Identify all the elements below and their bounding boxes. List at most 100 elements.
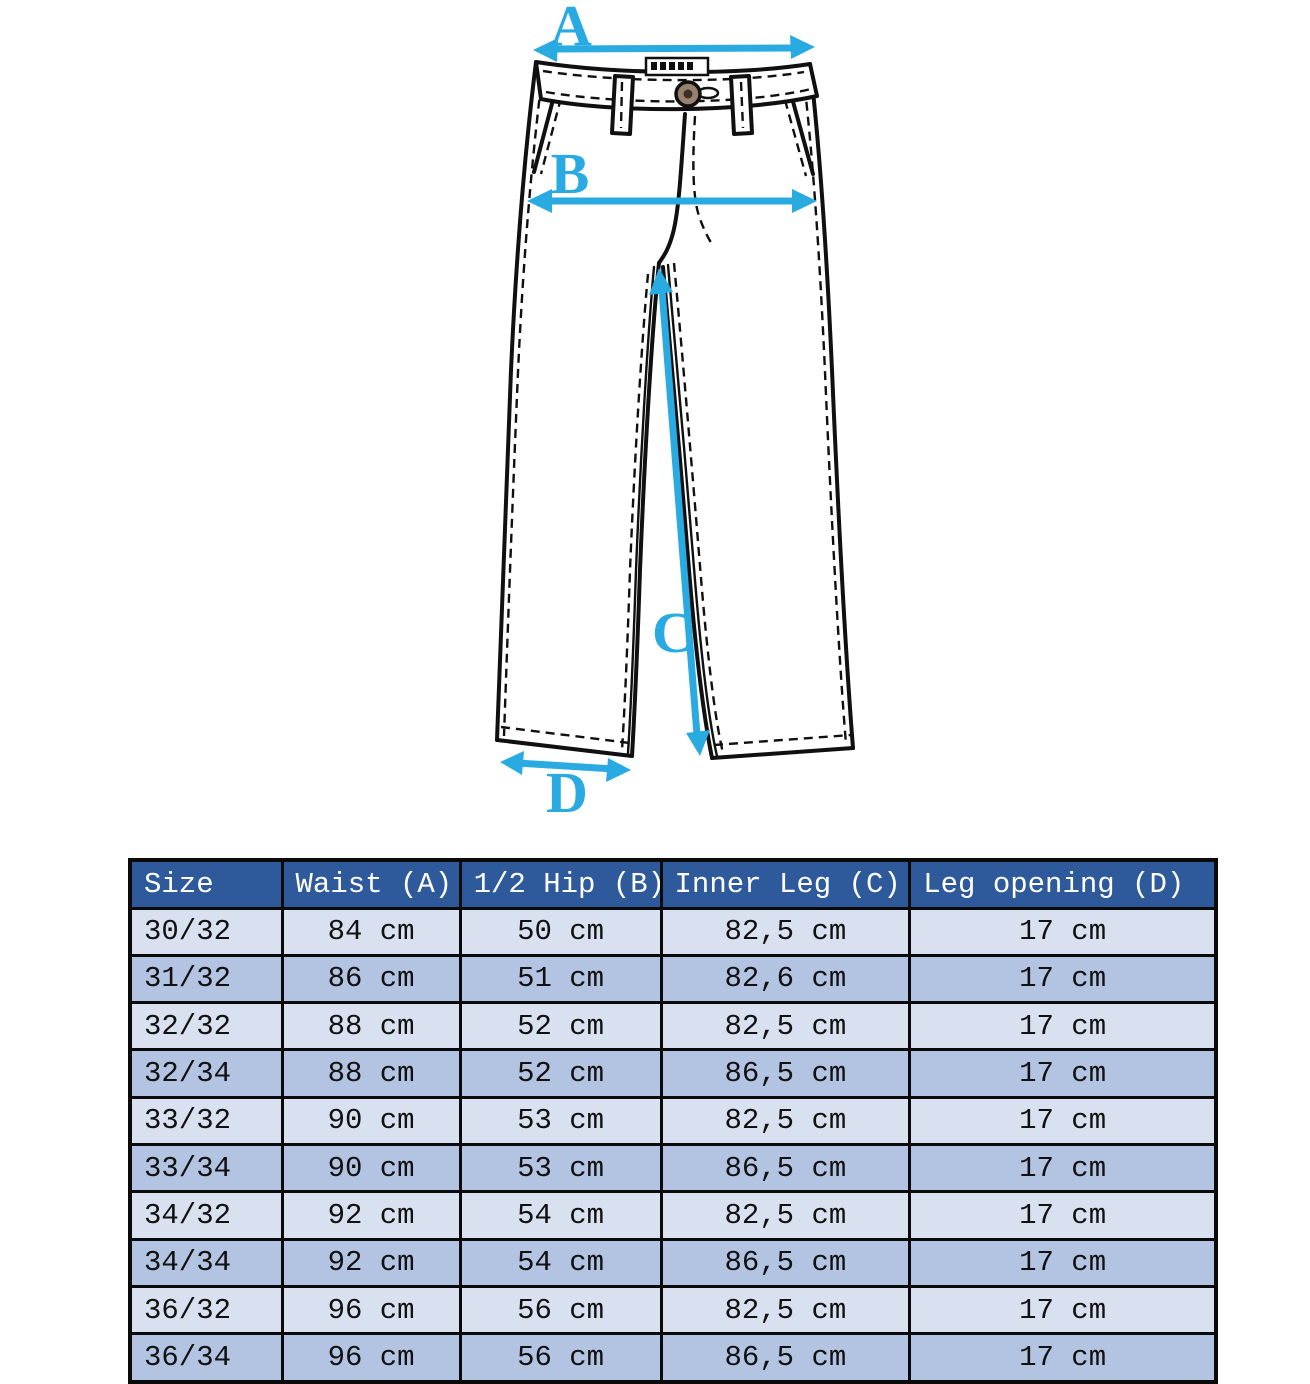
cell-hip: 54 cm — [458, 1237, 663, 1289]
cell-waist: 84 cm — [280, 906, 462, 957]
cell-waist: 92 cm — [280, 1190, 462, 1241]
table-row: 31/32 86 cm 51 cm 82,6 cm 17 cm — [128, 953, 1218, 1005]
table-row: 34/34 92 cm 54 cm 86,5 cm 17 cm — [128, 1237, 1218, 1289]
right-inseam — [661, 265, 714, 760]
cell-waist: 90 cm — [280, 1095, 462, 1147]
cell-size: 32/32 — [128, 1001, 284, 1052]
left-hem-stitch — [500, 725, 631, 745]
right-inseam-stitch — [672, 262, 725, 754]
cell-inner-leg: 82,5 cm — [659, 1285, 912, 1336]
col-header-size: Size — [128, 858, 284, 910]
pants-measurement-diagram: A B C D — [495, 0, 855, 825]
leg-opening-arrow-label: D — [546, 760, 588, 825]
fly-j-stitch — [692, 115, 715, 247]
left-side-seam — [495, 60, 538, 742]
pants-silhouette — [497, 62, 853, 758]
cell-size: 30/32 — [128, 906, 284, 957]
cell-inner-leg: 86,5 cm — [659, 1332, 912, 1384]
cell-size: 32/34 — [128, 1048, 284, 1099]
right-pocket-stitch — [783, 99, 808, 177]
belt-loop-right-stitch — [739, 81, 745, 129]
belt-loop-left-stitch — [619, 81, 624, 129]
cell-hip: 53 cm — [458, 1143, 663, 1194]
cell-size: 33/32 — [128, 1095, 284, 1147]
cell-size: 31/32 — [128, 953, 284, 1005]
cell-leg-opening: 17 cm — [908, 1190, 1218, 1241]
size-chart-table: Size Waist (A) 1/2 Hip (B) Inner Leg (C)… — [128, 858, 1218, 1384]
pants-technical-drawing: A B C D — [495, 0, 855, 825]
left-inseam-inner-line — [626, 265, 656, 755]
waist-arrow — [533, 35, 815, 62]
header-row: Size Waist (A) 1/2 Hip (B) Inner Leg (C)… — [128, 858, 1218, 910]
table-row: 33/34 90 cm 53 cm 86,5 cm 17 cm — [128, 1143, 1218, 1194]
table-row: 30/32 84 cm 50 cm 82,5 cm 17 cm — [128, 906, 1218, 957]
right-side-seam — [808, 62, 855, 750]
cell-leg-opening: 17 cm — [908, 1048, 1218, 1099]
cell-waist: 90 cm — [280, 1143, 462, 1194]
cell-size: 36/34 — [128, 1332, 284, 1384]
cell-waist: 92 cm — [280, 1237, 462, 1289]
col-header-inner-leg: Inner Leg (C) — [659, 858, 912, 910]
cell-size: 33/34 — [128, 1143, 284, 1194]
right-hem-stitch — [713, 733, 852, 747]
cell-inner-leg: 82,5 cm — [659, 1190, 912, 1241]
cell-leg-opening: 17 cm — [908, 1285, 1218, 1336]
cell-leg-opening: 17 cm — [908, 1332, 1218, 1384]
cell-inner-leg: 86,5 cm — [659, 1237, 912, 1289]
hip-arrow-label: B — [551, 141, 590, 206]
hip-arrow — [527, 189, 817, 213]
table-row: 32/34 88 cm 52 cm 86,5 cm 17 cm — [128, 1048, 1218, 1099]
left-pocket-stitch — [539, 97, 563, 175]
cell-size: 34/32 — [128, 1190, 284, 1241]
cell-hip: 53 cm — [458, 1095, 663, 1147]
cell-leg-opening: 17 cm — [908, 906, 1218, 957]
right-pocket-edge — [790, 96, 815, 176]
cell-hip: 50 cm — [458, 906, 663, 957]
waistband-top-stitch — [542, 69, 805, 82]
cell-size: 34/34 — [128, 1237, 284, 1289]
right-side-seam-stitch — [801, 71, 848, 745]
cell-hip: 51 cm — [458, 953, 663, 1005]
cell-leg-opening: 17 cm — [908, 1001, 1218, 1052]
col-header-waist: Waist (A) — [280, 858, 462, 910]
cell-size: 36/32 — [128, 1285, 284, 1336]
cell-inner-leg: 86,5 cm — [659, 1048, 912, 1099]
left-pocket-edge — [532, 94, 556, 174]
cell-waist: 88 cm — [280, 1048, 462, 1099]
right-hem — [710, 746, 855, 760]
cell-waist: 88 cm — [280, 1001, 462, 1052]
cell-hip: 52 cm — [458, 1001, 663, 1052]
cell-waist: 86 cm — [280, 953, 462, 1005]
col-header-hip: 1/2 Hip (B) — [458, 858, 663, 910]
right-inseam-inner-line — [666, 263, 719, 758]
inner-leg-arrow — [649, 268, 710, 756]
cell-leg-opening: 17 cm — [908, 1143, 1218, 1194]
cell-hip: 56 cm — [458, 1332, 663, 1384]
left-hem — [495, 738, 634, 758]
cell-waist: 96 cm — [280, 1332, 462, 1384]
cell-hip: 54 cm — [458, 1190, 663, 1241]
table-row: 36/34 96 cm 56 cm 86,5 cm 17 cm — [128, 1332, 1218, 1384]
cell-inner-leg: 82,6 cm — [659, 953, 912, 1005]
table-row: 34/32 92 cm 54 cm 82,5 cm 17 cm — [128, 1190, 1218, 1241]
cell-hip: 56 cm — [458, 1285, 663, 1336]
cell-inner-leg: 82,5 cm — [659, 906, 912, 957]
cell-inner-leg: 86,5 cm — [659, 1143, 912, 1194]
col-header-leg-opening: Leg opening (D) — [908, 858, 1218, 910]
fly-center-seam — [657, 112, 687, 265]
inner-leg-arrow-label: C — [652, 600, 694, 665]
cell-leg-opening: 17 cm — [908, 1095, 1218, 1147]
waist-arrow-label: A — [550, 0, 592, 58]
cell-inner-leg: 82,5 cm — [659, 1001, 912, 1052]
left-side-seam-stitch — [502, 69, 545, 737]
left-inseam — [630, 261, 661, 758]
cell-leg-opening: 17 cm — [908, 953, 1218, 1005]
cell-inner-leg: 82,5 cm — [659, 1095, 912, 1147]
cell-hip: 52 cm — [458, 1048, 663, 1099]
button-center — [683, 89, 693, 99]
cell-waist: 96 cm — [280, 1285, 462, 1336]
cell-leg-opening: 17 cm — [908, 1237, 1218, 1289]
leg-opening-arrow — [500, 751, 631, 782]
table-row: 32/32 88 cm 52 cm 82,5 cm 17 cm — [128, 1001, 1218, 1052]
table-row: 33/32 90 cm 53 cm 82,5 cm 17 cm — [128, 1095, 1218, 1147]
